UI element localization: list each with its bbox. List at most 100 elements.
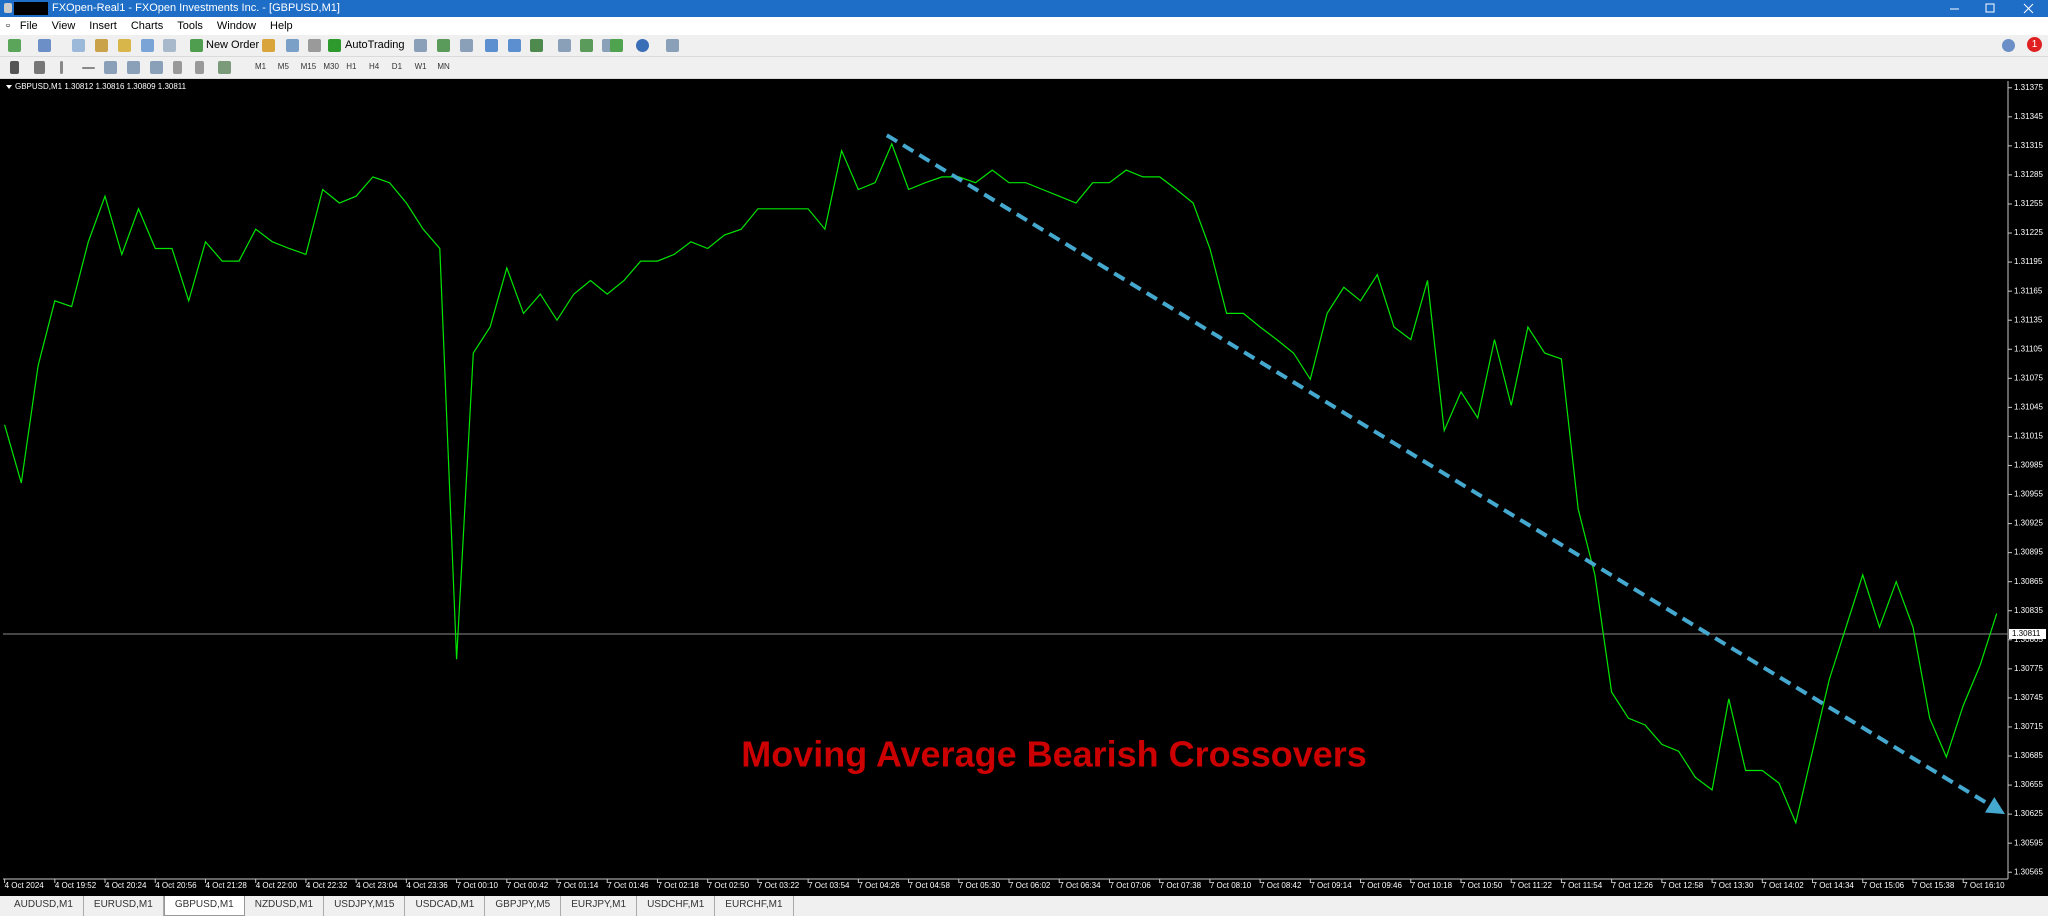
x-tick-label: 7 Oct 07:38 — [1160, 881, 1202, 890]
chart-tab[interactable]: EURJPY,M1 — [561, 896, 638, 916]
timeframe-button[interactable]: D1 — [391, 62, 403, 71]
chart-tab[interactable]: GBPJPY,M5 — [485, 896, 562, 916]
chart-tabs: AUDUSD,M1 EURUSD,M1 GBPUSD,M1 NZDUSD,M1 USDJ… — [0, 896, 2048, 916]
timeframe-button[interactable]: M1 — [255, 62, 267, 71]
candles-button[interactable] — [437, 39, 450, 52]
x-tick-label: 7 Oct 08:10 — [1210, 881, 1252, 890]
timeframe-button[interactable]: M5 — [277, 62, 289, 71]
timeframe-button[interactable]: W1 — [414, 62, 427, 71]
market-button[interactable] — [308, 39, 321, 52]
x-tick-label: 7 Oct 15:38 — [1913, 881, 1955, 890]
channel-button[interactable] — [127, 61, 140, 74]
close-button[interactable] — [2023, 3, 2034, 14]
toolbar-secondary: M1 M5 M15 M30 H1 H4 D1 W1 MN — [0, 57, 2048, 79]
x-tick-label: 7 Oct 00:10 — [457, 881, 499, 890]
timeframe-button[interactable]: MN — [437, 62, 450, 71]
x-tick-label: 4 Oct 23:36 — [406, 881, 448, 890]
restore-button[interactable] — [1985, 3, 1995, 13]
chart-tab[interactable]: EURUSD,M1 — [84, 896, 164, 916]
text-button[interactable] — [173, 61, 182, 74]
x-tick-label: 7 Oct 15:06 — [1863, 881, 1905, 890]
menu-item[interactable]: View — [51, 20, 76, 32]
info-toggle[interactable] — [6, 85, 12, 89]
menu-icon[interactable]: ▫ — [6, 20, 10, 32]
shift-button[interactable] — [580, 39, 593, 52]
profiles-button[interactable] — [38, 39, 51, 52]
search-button[interactable] — [2002, 39, 2015, 52]
menu-item[interactable]: Insert — [89, 20, 117, 32]
trendline-button[interactable] — [104, 61, 117, 74]
periods-button[interactable] — [636, 39, 649, 52]
terminal-button[interactable] — [141, 39, 154, 52]
annotation: Moving Average Bearish Crossovers — [741, 734, 1367, 775]
menu-item[interactable]: Help — [270, 20, 293, 32]
menu-item[interactable]: Charts — [130, 20, 164, 32]
y-tick-label: 1.30745 — [2014, 693, 2043, 702]
x-tick-label: 7 Oct 10:50 — [1461, 881, 1503, 890]
chart-tab[interactable]: AUDUSD,M1 — [4, 896, 84, 916]
navigator-button[interactable] — [118, 39, 131, 52]
cursor-button[interactable] — [10, 61, 19, 74]
trend-arrow — [1984, 797, 2006, 815]
x-tick-label: 7 Oct 00:42 — [507, 881, 549, 890]
x-tick-label: 7 Oct 08:42 — [1260, 881, 1302, 890]
notification-badge[interactable]: 1 — [2027, 37, 2042, 52]
timeframe-button[interactable]: M15 — [300, 62, 317, 71]
y-tick-label: 1.31045 — [2014, 402, 2043, 411]
chart-tab[interactable]: USDJPY,M15 — [324, 896, 406, 916]
chart: GBPUSD,M1 1.30812 1.30816 1.30809 1.3081… — [0, 79, 2048, 896]
templates-button[interactable] — [666, 39, 679, 52]
auto-trading-icon[interactable] — [328, 39, 341, 52]
crosshair-button[interactable] — [34, 61, 45, 74]
menu-item[interactable]: Window — [216, 20, 257, 32]
y-tick-label: 1.30925 — [2014, 519, 2043, 528]
tile-button[interactable] — [530, 39, 543, 52]
new-order-icon[interactable] — [190, 39, 203, 52]
y-tick-label: 1.30655 — [2014, 780, 2043, 789]
fibo-button[interactable] — [150, 61, 163, 74]
x-tick-label: 7 Oct 01:14 — [557, 881, 599, 890]
menu-bar: ▫ File View Insert Charts Tools Window Help — [0, 17, 2048, 35]
x-tick-label: 7 Oct 12:26 — [1612, 881, 1654, 890]
price-line — [4, 142, 1998, 825]
timeframe-button[interactable]: M30 — [323, 62, 339, 71]
timeframe-button[interactable]: H1 — [346, 62, 357, 71]
indicator-list-button[interactable] — [610, 39, 623, 52]
tester-button[interactable] — [163, 39, 176, 52]
arrows-button[interactable] — [218, 61, 231, 74]
menu-item[interactable]: File — [19, 20, 38, 32]
market-watch-button[interactable] — [72, 39, 85, 52]
new-chart-button[interactable] — [8, 39, 21, 52]
bar-chart-button[interactable] — [414, 39, 427, 52]
y-tick-label: 1.31015 — [2014, 432, 2043, 441]
signals-button[interactable] — [286, 39, 299, 52]
chart-tab[interactable]: GBPUSD,M1 — [163, 896, 245, 916]
line-chart-button[interactable] — [460, 39, 473, 52]
auto-trading-button[interactable]: AutoTrading — [345, 39, 405, 51]
horizontal-line-button[interactable] — [82, 67, 95, 69]
new-order-button[interactable]: New Order — [206, 39, 260, 51]
y-tick-label: 1.30985 — [2014, 461, 2043, 470]
x-tick-label: 7 Oct 04:58 — [909, 881, 951, 890]
zoom-out-button[interactable] — [508, 39, 521, 52]
toolbar: New Order AutoTrading 1 — [0, 35, 2048, 57]
timeframe-button[interactable]: H4 — [369, 62, 380, 71]
vertical-line-button[interactable] — [60, 61, 63, 74]
zoom-in-button[interactable] — [485, 39, 498, 52]
menu-item[interactable]: Tools — [177, 20, 203, 32]
data-window-button[interactable] — [95, 39, 108, 52]
metaeditor-button[interactable] — [262, 39, 275, 52]
current-price-box — [2009, 628, 2046, 639]
chart-tab[interactable]: USDCHF,M1 — [637, 896, 716, 916]
scroll-button[interactable] — [558, 39, 571, 52]
label-button[interactable] — [195, 61, 204, 74]
chart-tab[interactable]: USDCAD,M1 — [405, 896, 486, 916]
chart-tab[interactable]: EURCHF,M1 — [715, 896, 794, 916]
y-tick-label: 1.31225 — [2014, 228, 2043, 237]
chart-tab[interactable]: NZDUSD,M1 — [245, 896, 325, 916]
x-tick-label: 7 Oct 10:18 — [1411, 881, 1453, 890]
y-tick-label: 1.30775 — [2014, 664, 2043, 673]
window-controls[interactable] — [1940, 0, 2048, 17]
x-tick-label: 7 Oct 05:30 — [959, 881, 1001, 890]
x-tick-label: 7 Oct 03:54 — [808, 881, 850, 890]
